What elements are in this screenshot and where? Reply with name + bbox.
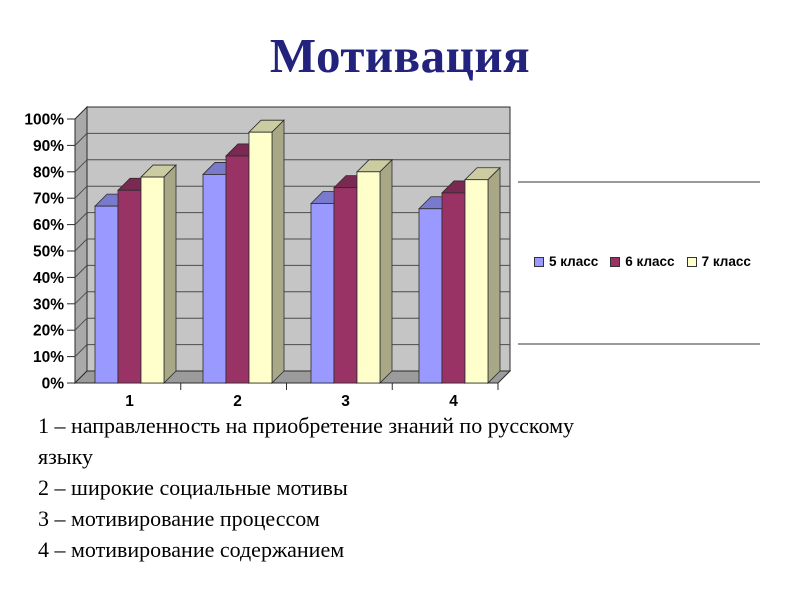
y-axis-label: 100%: [24, 112, 64, 129]
notes-list: 1 – направленность на приобретение знани…: [38, 410, 778, 565]
x-axis-label: 2: [233, 393, 242, 410]
bar-side: [487, 166, 501, 384]
side-wall-gridline: [74, 238, 88, 252]
bar-front: [356, 171, 381, 384]
bar-front: [441, 192, 466, 384]
legend-item-7klass: 7 класс: [686, 254, 751, 269]
y-axis-label: 50%: [33, 244, 64, 261]
y-axis-label: 30%: [33, 296, 64, 313]
y-axis-label: 90%: [33, 138, 64, 155]
side-wall-gridline: [74, 291, 88, 305]
bar-front: [418, 208, 443, 384]
x-axis-label: 3: [341, 393, 350, 410]
bar-front: [140, 176, 165, 384]
bar-front: [310, 203, 335, 384]
side-wall-gridline: [74, 185, 88, 199]
legend-label-6klass: 6 класс: [625, 254, 675, 269]
y-axis-label: 60%: [33, 217, 64, 234]
bar-front: [333, 187, 358, 384]
chart-legend: 5 класс 6 класс 7 класс: [534, 254, 751, 269]
bar-front: [202, 174, 227, 384]
side-wall-gridline: [74, 344, 88, 357]
y-axis-label: 20%: [33, 323, 64, 340]
divider-line-top: [518, 181, 760, 183]
bar-series3-cat3: [356, 158, 393, 384]
bar-front: [94, 205, 119, 384]
bar-front: [117, 189, 142, 384]
note-item-4: 4 – мотивирование содержанием: [38, 537, 345, 562]
bar-series3-cat4: [464, 166, 501, 384]
x-axis-label: 1: [125, 393, 134, 410]
bar-series3-cat2: [248, 119, 285, 384]
x-axis-label: 4: [449, 393, 458, 410]
bar-side: [379, 158, 393, 384]
bar-front: [248, 131, 273, 384]
bar-series3-cat1: [140, 164, 177, 384]
legend-swatch-7klass-icon: [686, 256, 697, 267]
side-wall-gridline: [74, 265, 88, 278]
y-axis-label: 40%: [33, 270, 64, 287]
slide-title: Мотивация: [269, 28, 531, 83]
bar-side: [271, 119, 285, 384]
legend-swatch-6klass-icon: [610, 256, 621, 267]
legend-item-5klass: 5 класс: [534, 254, 598, 269]
note-item-3: 3 – мотивирование процессом: [38, 506, 320, 531]
side-wall-gridline: [74, 317, 88, 331]
bar-front: [464, 179, 489, 384]
y-axis-label: 10%: [33, 349, 64, 366]
legend-swatch-5klass-icon: [534, 256, 544, 267]
note-item-1: 1 – направленность на приобретение знани…: [38, 413, 575, 469]
legend-item-6klass: 6 класс: [610, 254, 675, 269]
note-item-2: 2 – широкие социальные мотивы: [38, 475, 348, 500]
side-wall-gridline: [74, 212, 88, 225]
side-wall-gridline: [74, 159, 88, 173]
y-axis-label: 0%: [42, 376, 65, 393]
divider-line-bottom: [518, 343, 760, 345]
legend-label-7klass: 7 класс: [701, 254, 751, 269]
bar-side: [163, 164, 177, 384]
bar-front: [225, 155, 250, 384]
legend-label-5klass: 5 класс: [549, 254, 599, 269]
side-wall-gridline: [74, 133, 88, 146]
y-axis-label: 70%: [33, 191, 64, 208]
y-axis-label: 80%: [33, 164, 64, 181]
bar-chart: 0% 10% 20% 30% 40% 50% 60% 70% 80% 90% 100% 1 2 3 4: [24, 105, 512, 410]
